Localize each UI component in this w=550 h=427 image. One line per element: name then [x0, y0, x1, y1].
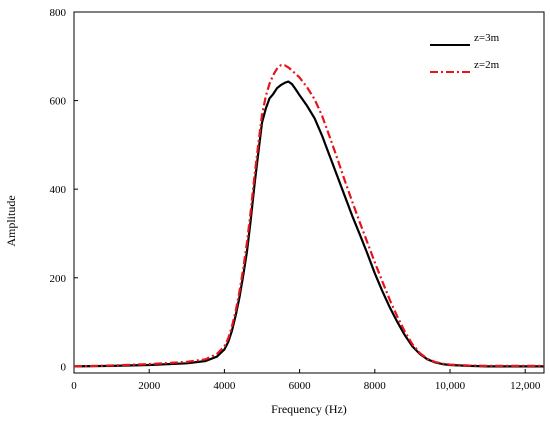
- x-tick-label: 6000: [289, 380, 312, 392]
- y-tick-label: 200: [50, 273, 67, 285]
- legend-label-z3m: z=3m: [474, 32, 500, 44]
- x-tick-label: 2000: [138, 380, 161, 392]
- plot-frame: [73, 11, 545, 374]
- x-axis-label: Frequency (Hz): [271, 402, 347, 416]
- series-lines: [73, 64, 544, 368]
- y-tick-label: 800: [50, 7, 67, 19]
- y-tick-label: 400: [50, 184, 67, 196]
- series-line-z3m: [73, 80, 544, 368]
- x-tick-label: 8000: [364, 380, 387, 392]
- y-tick-label: 0: [61, 361, 67, 373]
- series-line-z2m: [73, 64, 544, 368]
- axis-ticks: 0 2000 4000 6000 8000 10,000 12,000 0 200 400 600 8…: [50, 7, 541, 392]
- x-tick-label: 12,000: [510, 380, 541, 392]
- y-tick-label: 600: [50, 96, 67, 108]
- x-tick-label: 4000: [213, 380, 236, 392]
- y-axis-label: Amplitude: [4, 195, 18, 246]
- legend-label-z2m: z=2m: [474, 59, 500, 71]
- x-tick-label: 10,000: [435, 380, 466, 392]
- x-tick-label: 0: [71, 380, 77, 392]
- legend: z=3m z=2m: [430, 32, 500, 73]
